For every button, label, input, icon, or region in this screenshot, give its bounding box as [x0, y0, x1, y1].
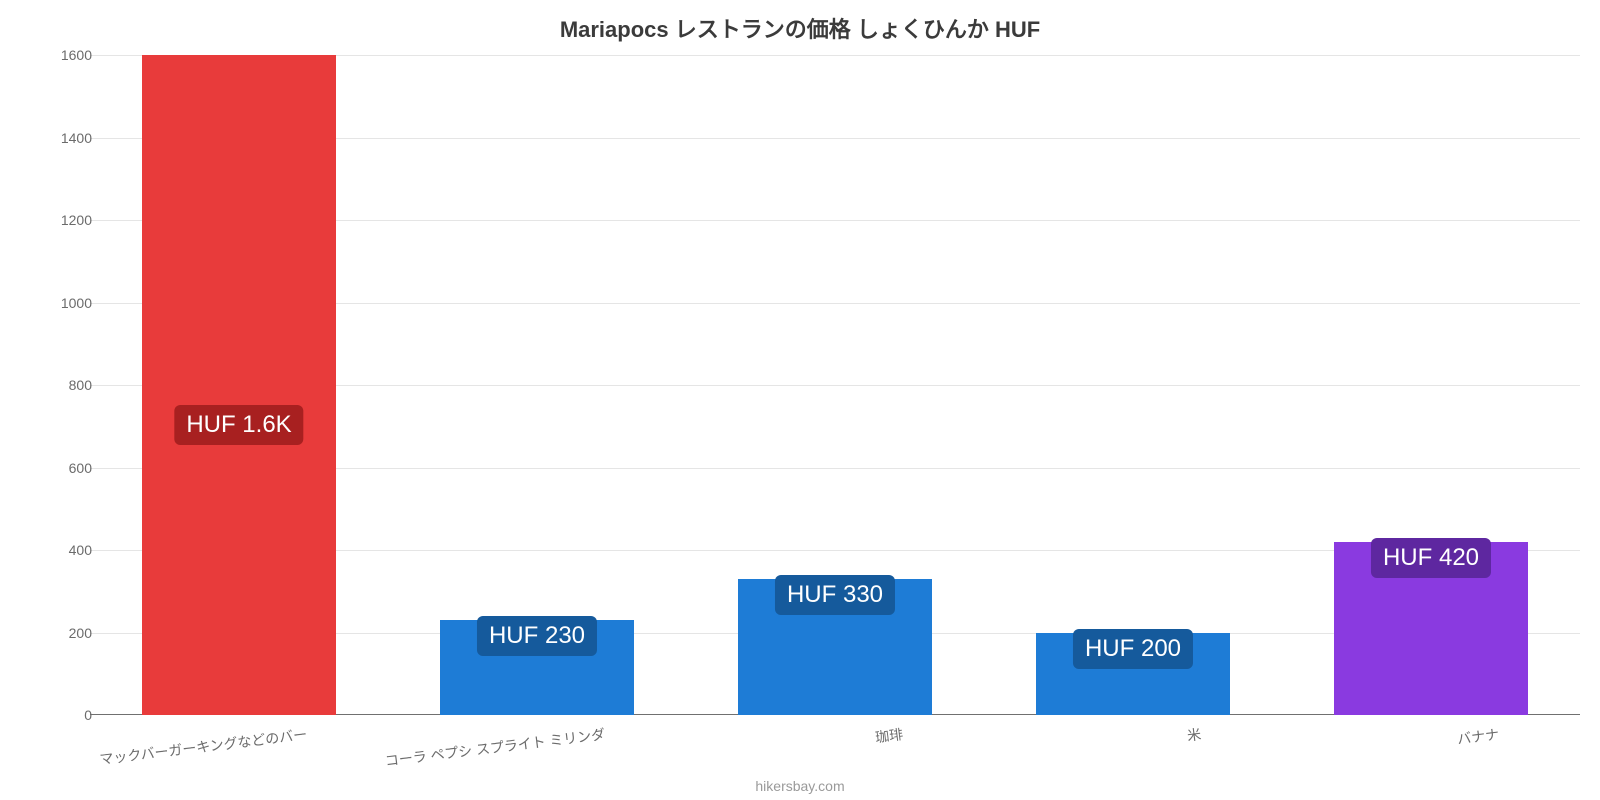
x-axis-labels: マックバーガーキングなどのバー コーラ ペプシ スプライト ミリンダ 珈琲 米 バナナ	[90, 718, 1580, 778]
bar	[142, 55, 336, 715]
y-tick-label: 0	[84, 707, 92, 723]
chart-title: Mariapocs レストランの価格 しょくひんか HUF	[0, 12, 1600, 44]
value-badge: HUF 200	[1073, 629, 1193, 669]
y-tick-label: 600	[69, 460, 92, 476]
x-axis-label: 珈琲	[874, 724, 904, 747]
y-tick-label: 1000	[61, 295, 92, 311]
y-tick-label: 1600	[61, 47, 92, 63]
y-tick-label: 400	[69, 542, 92, 558]
y-tick-label: 800	[69, 377, 92, 393]
attribution-text: hikersbay.com	[0, 778, 1600, 794]
y-tick-label: 1200	[61, 212, 92, 228]
plot-area: HUF 1.6K HUF 230 HUF 330 HUF 200 HUF 420	[90, 55, 1580, 715]
x-axis-label: マックバーガーキングなどのバー	[98, 724, 308, 769]
y-tick-label: 200	[69, 625, 92, 641]
price-bar-chart: Mariapocs レストランの価格 しょくひんか HUF HUF 1.6KHU…	[0, 0, 1600, 800]
x-axis-label: 米	[1186, 724, 1202, 746]
value-badge: HUF 1.6K	[174, 405, 303, 445]
x-axis-label: バナナ	[1456, 724, 1500, 749]
x-axis-label: コーラ ペプシ スプライト ミリンダ	[384, 724, 606, 771]
y-tick-label: 1400	[61, 130, 92, 146]
value-badge: HUF 330	[775, 575, 895, 615]
value-badge: HUF 420	[1371, 538, 1491, 578]
value-badge: HUF 230	[477, 616, 597, 656]
